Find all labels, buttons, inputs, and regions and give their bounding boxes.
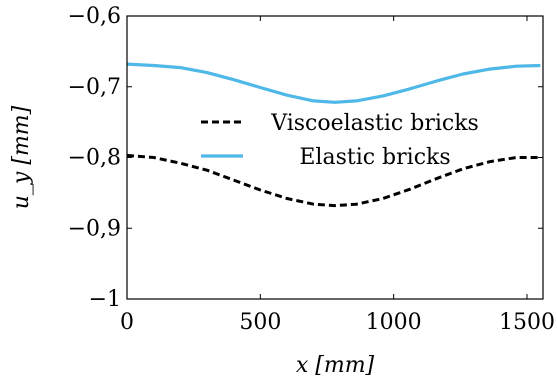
x-tick-label: 1500 [499,310,555,335]
y-tick-label: −1 [89,287,121,312]
series-line-elastic [126,62,541,104]
legend: Viscoelastic bricks Elastic bricks [201,111,479,170]
x-tick-label: 0 [120,310,134,335]
legend-label-elastic: Elastic bricks [299,145,450,170]
x-axis-label: x [mm] [296,353,375,378]
y-tick-label: −0,7 [68,75,121,100]
y-axis-label: u_y [mm] [9,105,34,209]
legend-label-viscoelastic: Viscoelastic bricks [270,111,479,136]
x-tick-label: 1000 [366,310,422,335]
y-tick-label: −0,8 [68,146,121,171]
y-tick-label: −0,6 [68,4,121,29]
plot-lines [126,62,541,208]
tick-labels: 0 500 1000 1500 −1 −0,9 −0,8 −0,7 −0,6 [68,4,555,335]
series-line-viscoelastic [126,153,541,208]
y-tick-label: −0,9 [68,216,121,241]
x-tick-label: 500 [239,310,281,335]
ticks [126,15,543,300]
